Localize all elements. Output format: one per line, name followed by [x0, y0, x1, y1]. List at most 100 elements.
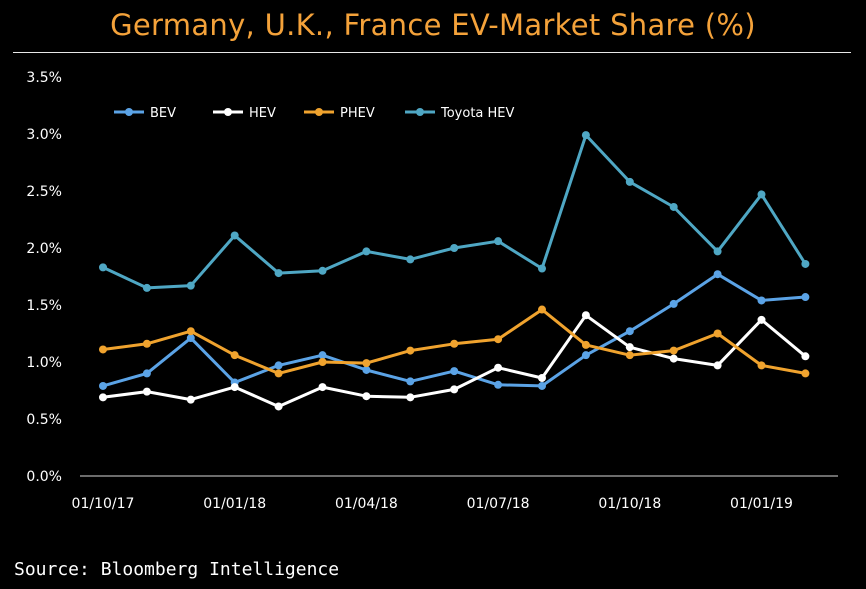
data-point-toyota-hev	[362, 247, 371, 256]
data-point-bev	[318, 351, 327, 360]
data-point-hev	[142, 387, 151, 396]
y-tick-label: 1.0%	[26, 355, 62, 371]
source-note: Source: Bloomberg Intelligence	[14, 559, 340, 580]
x-tick-label: 01/01/18	[203, 496, 266, 512]
x-tick-label: 01/04/18	[335, 496, 398, 512]
legend-marker	[416, 108, 424, 116]
legend-item-toyota-hev: Toyota HEV	[405, 106, 515, 121]
data-point-phev	[362, 359, 371, 368]
data-point-phev	[757, 361, 766, 370]
y-tick-label: 2.5%	[26, 184, 62, 200]
data-point-phev	[669, 346, 678, 355]
data-point-bev	[99, 381, 107, 390]
y-tick-label: 0.5%	[26, 412, 62, 428]
data-point-hev	[757, 315, 766, 324]
data-point-bev	[625, 327, 634, 336]
legend-item-hev: HEV	[213, 106, 276, 121]
data-point-toyota-hev	[494, 237, 503, 246]
data-point-toyota-hev	[669, 202, 678, 211]
data-point-hev	[713, 361, 722, 370]
data-point-hev	[186, 395, 195, 404]
data-point-hev	[625, 343, 634, 352]
data-point-toyota-hev	[581, 131, 590, 140]
data-point-toyota-hev	[450, 244, 459, 252]
data-point-bev	[186, 334, 195, 343]
data-point-hev	[99, 393, 107, 402]
data-point-bev	[757, 296, 766, 305]
data-point-hev	[274, 402, 283, 411]
data-point-phev	[450, 339, 459, 348]
legend-marker	[125, 108, 133, 116]
y-tick-label: 3.5%	[26, 70, 62, 86]
data-point-toyota-hev	[625, 177, 634, 186]
data-point-toyota-hev	[318, 266, 327, 275]
x-tick-label: 01/01/19	[730, 496, 793, 512]
data-point-phev	[581, 340, 590, 349]
data-point-phev	[186, 327, 195, 336]
data-point-phev	[801, 369, 810, 378]
data-point-phev	[713, 329, 722, 338]
data-point-hev	[669, 354, 678, 363]
data-point-bev	[713, 270, 722, 279]
data-point-toyota-hev	[142, 283, 151, 292]
series-bev	[99, 270, 810, 390]
data-point-bev	[538, 381, 546, 390]
data-point-toyota-hev	[713, 247, 722, 256]
y-tick-label: 1.5%	[26, 298, 62, 314]
data-point-toyota-hev	[99, 263, 107, 272]
legend-marker	[315, 108, 323, 116]
data-point-bev	[581, 351, 590, 360]
series-toyota-hev	[99, 131, 810, 292]
y-tick-label: 0.0%	[26, 469, 62, 485]
data-point-hev	[406, 393, 415, 402]
series-phev	[99, 305, 810, 378]
legend-label: HEV	[249, 106, 276, 121]
data-point-bev	[406, 377, 415, 386]
data-point-phev	[142, 339, 151, 348]
data-point-phev	[99, 345, 107, 354]
legend-label: PHEV	[340, 106, 375, 121]
x-tick-label: 01/07/18	[467, 496, 530, 512]
data-point-hev	[801, 352, 810, 361]
data-point-phev	[625, 351, 634, 360]
data-point-toyota-hev	[186, 281, 195, 290]
data-point-toyota-hev	[801, 259, 810, 268]
data-point-bev	[801, 293, 810, 302]
series-line-toyota-hev	[102, 133, 807, 290]
data-point-toyota-hev	[230, 231, 239, 240]
data-point-bev	[494, 380, 503, 389]
data-point-bev	[450, 367, 459, 376]
data-point-phev	[494, 335, 503, 344]
data-point-bev	[362, 365, 371, 374]
chart-title: Germany, U.K., France EV-Market Share (%…	[110, 8, 756, 42]
data-point-phev	[274, 369, 283, 378]
legend-label: Toyota HEV	[440, 106, 515, 121]
legend-item-bev: BEV	[114, 106, 176, 121]
legend-label: BEV	[150, 106, 176, 121]
data-point-phev	[538, 305, 546, 314]
data-point-hev	[362, 392, 371, 401]
data-point-hev	[494, 363, 503, 372]
data-point-hev	[581, 311, 590, 320]
data-point-phev	[318, 358, 327, 366]
data-point-hev	[318, 383, 327, 392]
data-point-hev	[230, 383, 239, 392]
legend-marker	[224, 108, 232, 116]
x-tick-label: 01/10/17	[72, 496, 135, 512]
data-point-bev	[274, 361, 283, 370]
data-point-phev	[230, 351, 239, 360]
data-point-bev	[669, 299, 678, 308]
title-divider	[13, 52, 851, 53]
chart-series	[99, 131, 810, 411]
legend-item-phev: PHEV	[304, 106, 375, 121]
data-point-toyota-hev	[274, 269, 283, 278]
y-tick-label: 2.0%	[26, 241, 62, 257]
data-point-bev	[142, 369, 151, 378]
series-hev	[99, 311, 810, 411]
data-point-toyota-hev	[406, 255, 415, 264]
chart-legend: BEV HEV PHEV Toyota HEV	[114, 106, 515, 121]
chart-axes: 0.0% 0.5% 1.0% 1.5% 2.0% 2.5% 3.0% 3.5% 01/10/17…	[26, 70, 838, 512]
data-point-toyota-hev	[757, 190, 766, 199]
data-point-phev	[406, 346, 415, 355]
